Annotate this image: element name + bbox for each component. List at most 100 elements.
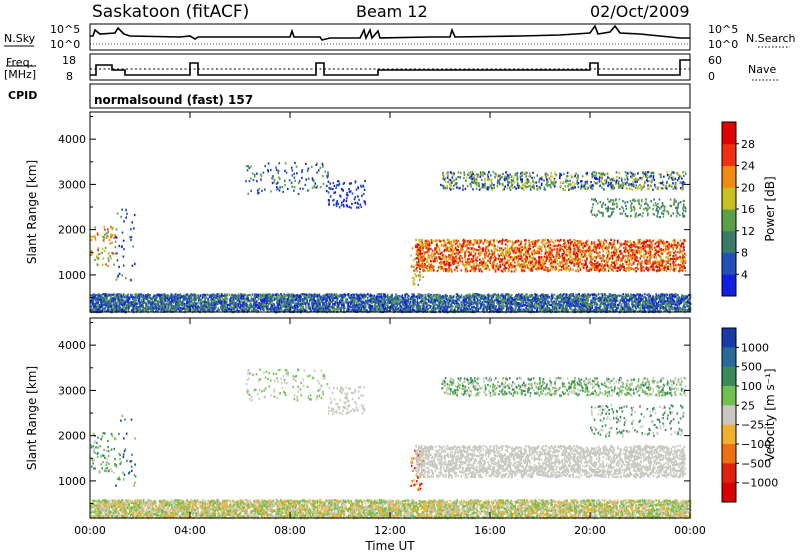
power-cell — [279, 298, 281, 300]
power-cell — [503, 305, 505, 307]
power-cell — [359, 294, 361, 296]
power-cell — [429, 300, 431, 302]
power-cell — [565, 301, 567, 303]
power-cell — [272, 305, 274, 307]
power-cell — [206, 294, 208, 296]
power-cell — [361, 295, 363, 297]
power-cell — [226, 301, 228, 303]
power-cell — [551, 304, 553, 306]
power-cell — [498, 300, 500, 302]
power-cell — [493, 294, 495, 296]
power-cell — [243, 297, 245, 299]
power-cell — [313, 303, 315, 305]
power-cell — [535, 306, 537, 308]
power-cell — [665, 303, 667, 305]
power-cell — [217, 302, 219, 304]
power-cell — [441, 296, 443, 298]
power-cell — [288, 307, 290, 309]
power-cell — [541, 301, 543, 303]
power-cell — [142, 305, 144, 307]
power-cell — [226, 296, 228, 298]
power-cell — [574, 309, 576, 311]
power-cell — [355, 297, 357, 299]
power-cell — [419, 307, 421, 309]
power-cell — [171, 293, 173, 295]
power-cell — [611, 301, 613, 303]
power-cell — [283, 297, 285, 299]
power-cell — [352, 296, 354, 298]
power-cell — [625, 293, 627, 295]
power-cell — [515, 307, 517, 309]
power-cell — [620, 309, 622, 311]
power-cell — [229, 299, 231, 301]
power-cell — [593, 297, 595, 299]
power-cell — [323, 309, 325, 311]
power-cell — [274, 298, 276, 300]
power-cell — [207, 300, 209, 302]
power-cell — [349, 306, 351, 308]
power-cell — [599, 306, 601, 308]
power-cell — [610, 303, 612, 305]
power-cell — [93, 294, 95, 296]
power-cell — [414, 299, 416, 301]
freq-trace — [90, 60, 690, 75]
date-title: 02/Oct/2009 — [590, 2, 690, 21]
power-cell — [188, 297, 190, 299]
power-cell — [420, 302, 422, 304]
power-cell — [655, 293, 657, 295]
power-cell — [532, 304, 534, 306]
power-cell — [633, 296, 635, 298]
power-cell — [478, 302, 480, 304]
power-cell — [549, 296, 551, 298]
power-cell — [313, 305, 315, 307]
power-cell — [477, 298, 479, 300]
power-cell — [328, 296, 330, 298]
power-cell — [485, 301, 487, 303]
power-cell — [90, 309, 92, 311]
power-cell — [677, 303, 679, 305]
power-cell — [139, 301, 141, 303]
power-cell — [505, 302, 507, 304]
power-cell — [630, 294, 632, 296]
power-cell — [312, 308, 314, 310]
power-cell — [258, 305, 260, 307]
power-cell — [450, 295, 452, 297]
power-cell — [450, 304, 452, 306]
power-cell — [435, 308, 437, 310]
power-cell — [253, 310, 255, 312]
power-cell — [310, 310, 312, 312]
power-cell — [173, 297, 175, 299]
power-cell — [255, 294, 257, 296]
power-cell — [295, 299, 297, 301]
power-cell — [413, 309, 415, 311]
power-cell — [217, 298, 219, 300]
power-cell — [470, 300, 472, 302]
power-cell — [601, 299, 603, 301]
power-cell — [131, 301, 133, 303]
power-cell — [580, 303, 582, 305]
power-cell — [520, 302, 522, 304]
nave-tick-top: 60 — [708, 54, 722, 67]
power-cell — [645, 303, 647, 305]
power-cell — [157, 297, 159, 299]
power-cell — [683, 301, 685, 303]
power-cell — [104, 304, 106, 306]
power-cell — [376, 302, 378, 304]
power-cell — [571, 294, 573, 296]
power-cell — [521, 301, 523, 303]
power-cell — [206, 296, 208, 298]
power-cell — [282, 305, 284, 307]
power-cell — [558, 307, 560, 309]
power-cell — [92, 295, 94, 297]
power-cell — [410, 306, 412, 308]
power-cell — [198, 306, 200, 308]
power-cell — [479, 300, 481, 302]
power-cell — [433, 295, 435, 297]
power-cell — [128, 298, 130, 300]
power-cell — [438, 300, 440, 302]
power-cell — [581, 304, 583, 306]
power-cell — [445, 306, 447, 308]
power-cell — [139, 298, 141, 300]
power-cell — [227, 298, 229, 300]
